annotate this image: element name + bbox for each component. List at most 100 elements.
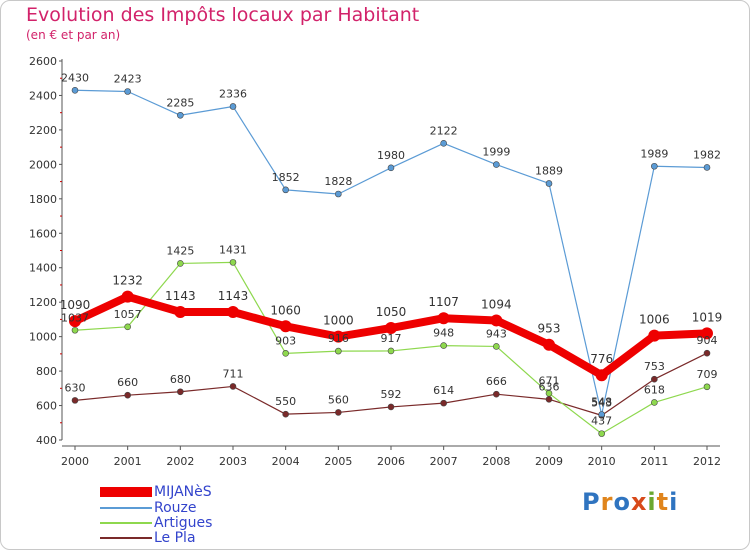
point-artigues-2001 xyxy=(124,323,131,331)
point-mijanes-2010 xyxy=(595,369,608,382)
data-label-artigues-2001: 1057 xyxy=(114,308,142,321)
data-label-mijanes-2001: 1232 xyxy=(112,274,143,288)
data-label-artigues-2007: 948 xyxy=(433,327,454,340)
data-label-artigues-2008: 943 xyxy=(486,327,507,340)
x-tick-label-2001: 2001 xyxy=(114,455,142,468)
data-label-rouze-2006: 1980 xyxy=(377,149,405,162)
point-artigues-2008 xyxy=(493,343,500,350)
data-label-rouze-2012: 1982 xyxy=(693,148,721,161)
point-artigues-2012 xyxy=(703,383,711,391)
point-rouze-2005 xyxy=(335,190,342,198)
proxiti-logo: Proxiti xyxy=(582,488,678,516)
logo-letter: r xyxy=(600,488,614,516)
x-tick-label-2005: 2005 xyxy=(324,455,352,468)
data-label-mijanes-2006: 1050 xyxy=(376,305,407,319)
data-label-le-pla-2003: 711 xyxy=(223,367,244,380)
legend-label-le-pla: Le Pla xyxy=(154,530,196,546)
data-label-le-pla-2011: 753 xyxy=(644,360,665,373)
point-rouze-2010 xyxy=(598,411,605,418)
data-label-le-pla-2001: 660 xyxy=(117,376,138,389)
point-mijanes-2004 xyxy=(279,320,292,333)
data-label-rouze-2005: 1828 xyxy=(324,175,352,188)
x-tick-label-2008: 2008 xyxy=(482,455,510,468)
point-le-pla-2004 xyxy=(282,410,289,418)
point-artigues-2000 xyxy=(71,326,79,334)
y-tick-label-2000: 2000 xyxy=(29,158,57,171)
point-artigues-2011 xyxy=(651,399,658,406)
point-artigues-2010 xyxy=(598,430,605,437)
legend-label-rouze: Rouze xyxy=(154,500,197,516)
point-mijanes-2006 xyxy=(385,322,397,335)
y-tick-label-800: 800 xyxy=(36,365,57,378)
point-mijanes-2002 xyxy=(174,306,187,319)
logo-letter: i xyxy=(647,488,657,516)
y-tick-label-2400: 2400 xyxy=(29,89,57,102)
legend-swatch-rouze xyxy=(100,507,152,509)
point-le-pla-2008 xyxy=(493,390,500,398)
data-label-mijanes-2012: 1019 xyxy=(692,310,723,324)
data-label-le-pla-2006: 592 xyxy=(381,388,402,401)
x-tick-label-2006: 2006 xyxy=(377,455,405,468)
data-label-rouze-2001: 2423 xyxy=(114,72,142,85)
point-mijanes-2009 xyxy=(543,338,555,351)
x-tick-label-2010: 2010 xyxy=(588,455,616,468)
data-label-le-pla-2007: 614 xyxy=(433,384,454,397)
point-le-pla-2003 xyxy=(229,383,237,390)
data-label-rouze-2011: 1989 xyxy=(640,147,668,160)
data-label-mijanes-2002: 1143 xyxy=(165,289,196,303)
point-rouze-2011 xyxy=(651,162,658,170)
data-label-rouze-2002: 2285 xyxy=(166,96,194,109)
data-label-artigues-2006: 917 xyxy=(381,332,402,345)
data-label-le-pla-2012: 904 xyxy=(697,334,718,347)
x-tick-label-2000: 2000 xyxy=(61,455,89,468)
point-le-pla-2009 xyxy=(545,396,553,403)
logo-letter: P xyxy=(582,488,601,516)
logo-letter: o xyxy=(613,488,631,516)
y-tick-label-2200: 2200 xyxy=(29,124,57,137)
data-label-artigues-2009: 671 xyxy=(539,374,560,387)
data-label-le-pla-2008: 666 xyxy=(486,375,507,388)
legend-swatch-mijanes xyxy=(100,487,152,497)
point-mijanes-2012 xyxy=(701,327,713,340)
point-mijanes-2005 xyxy=(332,330,345,343)
data-label-le-pla-2009: 636 xyxy=(539,380,560,393)
point-rouze-2003 xyxy=(229,103,237,110)
point-artigues-2005 xyxy=(335,347,342,355)
data-label-artigues-2003: 1431 xyxy=(219,243,247,256)
logo-letter: i xyxy=(669,488,679,516)
point-le-pla-2007 xyxy=(440,399,447,407)
point-rouze-2001 xyxy=(124,88,131,95)
data-label-rouze-2004: 1852 xyxy=(272,171,300,184)
x-tick-label-2012: 2012 xyxy=(693,455,721,468)
point-mijanes-2007 xyxy=(437,312,450,325)
data-label-rouze-2000: 2430 xyxy=(61,71,89,84)
x-tick-label-2003: 2003 xyxy=(219,455,247,468)
point-le-pla-2006 xyxy=(387,403,395,411)
point-rouze-2012 xyxy=(703,164,711,171)
point-le-pla-2005 xyxy=(335,409,342,416)
data-label-mijanes-2010: 776 xyxy=(590,352,613,366)
y-tick-label-1200: 1200 xyxy=(29,296,57,309)
point-mijanes-2001 xyxy=(121,290,134,303)
x-tick-label-2009: 2009 xyxy=(535,455,563,468)
point-le-pla-2012 xyxy=(703,349,711,357)
data-label-le-pla-2002: 680 xyxy=(170,373,191,386)
y-tick-label-1400: 1400 xyxy=(29,262,57,275)
y-tick-label-1600: 1600 xyxy=(29,227,57,240)
point-artigues-2003 xyxy=(229,259,237,266)
point-artigues-2002 xyxy=(177,260,184,267)
point-artigues-2007 xyxy=(440,342,447,349)
legend-label-artigues: Artigues xyxy=(154,515,213,531)
data-label-mijanes-2008: 1094 xyxy=(481,297,512,311)
data-label-mijanes-2005: 1000 xyxy=(323,314,354,328)
x-tick-label-2004: 2004 xyxy=(272,455,300,468)
point-rouze-2009 xyxy=(545,180,553,187)
x-tick-label-2011: 2011 xyxy=(640,455,668,468)
data-label-artigues-2011: 618 xyxy=(644,383,665,396)
data-label-rouze-2009: 1889 xyxy=(535,164,563,177)
x-tick-label-2002: 2002 xyxy=(166,455,194,468)
logo-letter: x xyxy=(630,488,648,516)
point-rouze-2006 xyxy=(387,164,395,172)
point-artigues-2009 xyxy=(545,390,553,397)
